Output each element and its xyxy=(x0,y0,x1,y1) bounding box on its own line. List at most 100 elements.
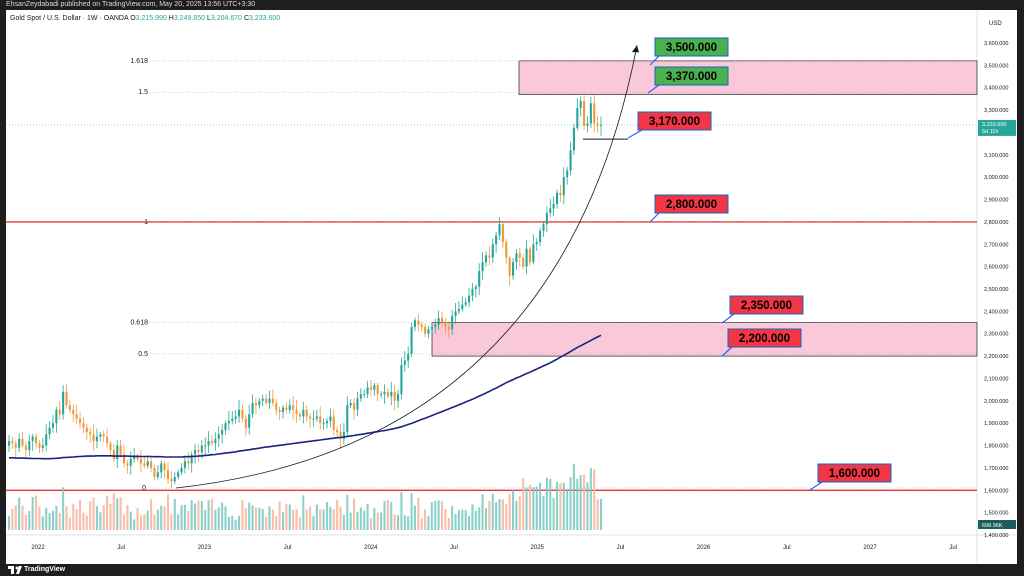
candle-body xyxy=(366,387,369,395)
candle-body xyxy=(309,416,312,419)
candle-body xyxy=(373,385,376,390)
candle-body xyxy=(396,394,400,401)
candle-body xyxy=(478,271,481,287)
y-tick-label: 1,800.000 xyxy=(984,444,1008,450)
fib-level-label: 1.618 xyxy=(130,58,148,65)
volume-bar xyxy=(217,507,220,530)
volume-bar xyxy=(508,493,511,530)
volume-bar xyxy=(261,508,264,530)
callout-leader-line xyxy=(627,129,643,139)
close-label: C xyxy=(243,15,250,22)
volume-bar xyxy=(190,500,193,530)
volume-bar xyxy=(545,477,548,530)
volume-bar xyxy=(464,510,467,530)
volume-bar xyxy=(302,495,305,530)
volume-bar xyxy=(298,517,301,530)
candle-body xyxy=(180,467,183,473)
volume-bar xyxy=(237,515,241,530)
fib-level-label: 1 xyxy=(144,219,148,226)
volume-bar xyxy=(227,516,230,530)
candle-body xyxy=(68,405,71,410)
volume-bar xyxy=(221,502,224,530)
volume-bar xyxy=(353,498,356,530)
fib-level-label: 0 xyxy=(142,485,146,492)
candle-body xyxy=(376,385,379,395)
volume-bar xyxy=(41,516,44,530)
candle-body xyxy=(447,327,450,330)
high-label: H xyxy=(168,15,174,22)
volume-bar xyxy=(177,514,180,530)
volume-bar xyxy=(583,474,586,530)
candle-body xyxy=(400,365,403,395)
candle-body xyxy=(346,405,349,433)
volume-bar xyxy=(339,506,342,530)
volume-bar xyxy=(170,514,173,530)
volume-bar xyxy=(102,505,105,530)
volume-bar xyxy=(153,514,156,530)
y-tick-label: 2,600.000 xyxy=(984,265,1008,271)
volume-bar xyxy=(258,507,261,530)
candle-body xyxy=(278,409,281,412)
price-callout-text: 2,200.000 xyxy=(739,333,790,345)
candle-body xyxy=(325,420,329,424)
candle-body xyxy=(481,262,484,272)
candle-body xyxy=(457,309,460,312)
candle-body xyxy=(349,403,352,406)
y-tick-label: 2,100.000 xyxy=(984,376,1008,382)
candle-body xyxy=(542,224,545,231)
volume-bar xyxy=(248,502,251,530)
candle-body xyxy=(194,450,197,455)
candle-body xyxy=(133,456,136,459)
price-callout-box xyxy=(817,463,892,483)
volume-bar xyxy=(481,494,484,530)
y-tick-label: 1,700.000 xyxy=(984,466,1008,472)
candle-body xyxy=(454,311,457,316)
volume-bar xyxy=(555,481,559,530)
volume-bar xyxy=(356,511,359,530)
candle-body xyxy=(430,327,433,330)
candle-body xyxy=(312,418,315,420)
volume-bar xyxy=(173,499,176,530)
parabolic-arrow-head xyxy=(632,45,639,53)
candle-body xyxy=(190,454,193,464)
candle-body xyxy=(106,436,109,444)
volume-bar xyxy=(7,515,11,530)
volume-bar xyxy=(122,514,126,530)
candle-body xyxy=(48,427,51,435)
volume-bar xyxy=(210,498,214,530)
volume-bar xyxy=(234,519,237,530)
volume-bar xyxy=(579,474,582,530)
volume-bar xyxy=(207,500,210,530)
candle-body xyxy=(329,416,332,421)
candle-body xyxy=(166,470,170,480)
candle-body xyxy=(302,409,305,417)
price-chart[interactable]: USD 3,600.000 3,500.000 3,400.000 3,300.000 3… xyxy=(6,10,1017,564)
volume-bar xyxy=(312,515,315,530)
volume-bar xyxy=(214,509,217,530)
candle-body xyxy=(579,101,582,108)
x-tick-label: 2025 xyxy=(531,545,545,551)
y-tick-label: 2,900.000 xyxy=(984,198,1008,204)
volume-bar xyxy=(495,502,498,530)
volume-bar xyxy=(440,501,444,530)
volume-bar xyxy=(106,495,109,530)
volume-bar xyxy=(451,506,454,530)
candle-body xyxy=(518,253,521,258)
candle-body xyxy=(410,327,413,354)
volume-bar xyxy=(562,482,565,530)
y-tick-label: 3,100.000 xyxy=(984,153,1008,159)
volume-bar xyxy=(599,498,603,530)
volume-bar xyxy=(265,517,268,530)
volume-bar xyxy=(197,500,200,530)
candle-body xyxy=(545,212,548,225)
volume-bar xyxy=(413,505,416,530)
candle-body xyxy=(244,418,247,428)
y-tick-label: 2,500.000 xyxy=(984,287,1008,293)
candle-body xyxy=(95,436,99,442)
open-label: O xyxy=(130,15,136,22)
volume-bar xyxy=(254,507,257,530)
moving-average-line xyxy=(9,334,602,460)
candle-body xyxy=(322,423,325,425)
y-tick-label: 1,600.000 xyxy=(984,488,1008,494)
y-tick-label: 3,600.000 xyxy=(984,41,1008,47)
